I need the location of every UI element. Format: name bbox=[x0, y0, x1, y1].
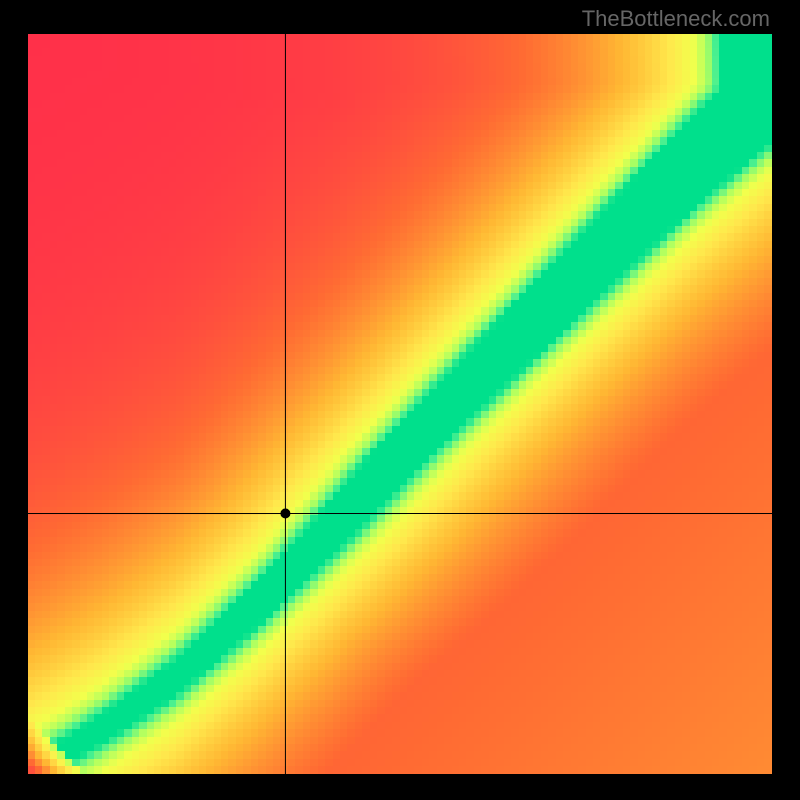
watermark-text: TheBottleneck.com bbox=[582, 6, 770, 32]
bottleneck-heatmap bbox=[28, 34, 772, 774]
heatmap-canvas bbox=[28, 34, 772, 774]
